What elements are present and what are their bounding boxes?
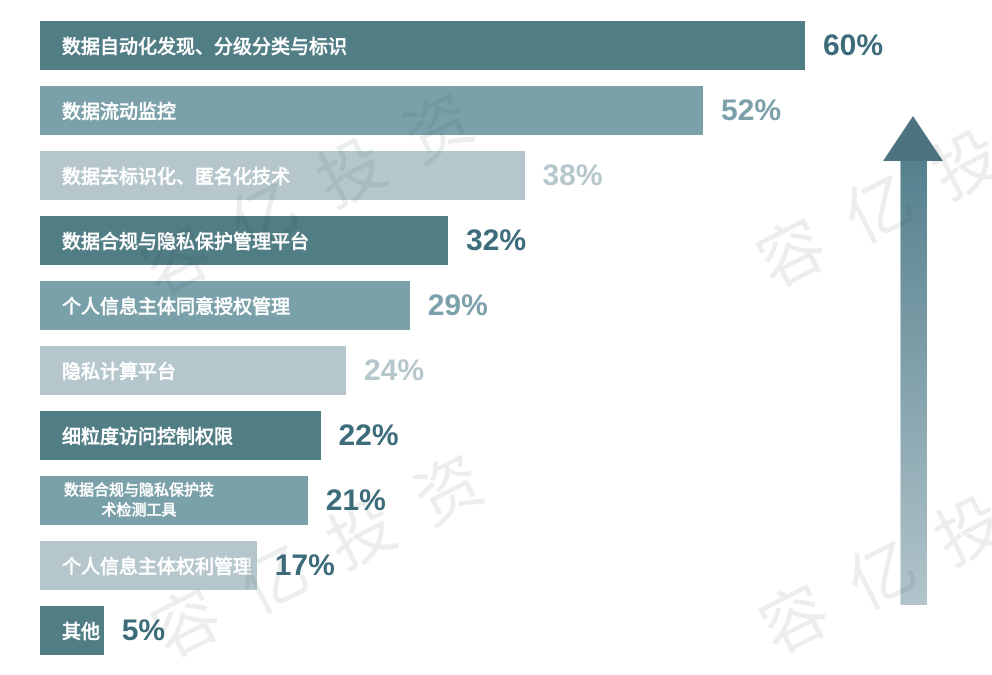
bar-10: 其他 — [40, 606, 104, 655]
bar-row: 数据流动监控 52% — [40, 86, 883, 135]
bar-value: 52% — [721, 93, 782, 127]
bar-row: 个人信息主体同意授权管理 29% — [40, 281, 883, 330]
bar-row: 数据合规与隐私保护技 术检测工具 21% — [40, 476, 883, 525]
bar-value: 38% — [542, 158, 603, 192]
bar-row: 数据合规与隐私保护管理平台 32% — [40, 216, 883, 265]
bar-label: 数据去标识化、匿名化技术 — [62, 167, 291, 188]
bar-row: 隐私计算平台 24% — [40, 346, 883, 395]
bar-1: 数据自动化发现、分级分类与标识 — [40, 21, 805, 70]
bar-6: 隐私计算平台 — [40, 346, 346, 395]
bar-chart: 数据自动化发现、分级分类与标识 60% 数据流动监控 52% 数据去标识化、匿名化技术 3… — [40, 21, 883, 655]
bar-value: 21% — [325, 483, 386, 517]
bar-7: 细粒度访问控制权限 — [40, 411, 321, 460]
bar-value: 5% — [121, 613, 166, 647]
bar-label: 细粒度访问控制权限 — [62, 427, 234, 448]
bar-value: 22% — [338, 418, 399, 452]
bar-9: 个人信息主体权利管理 — [40, 541, 257, 590]
bar-row: 数据去标识化、匿名化技术 38% — [40, 151, 883, 200]
bar-row: 数据自动化发现、分级分类与标识 60% — [40, 21, 883, 70]
arrow-shaft — [900, 159, 927, 605]
bar-label: 个人信息主体权利管理 — [62, 557, 253, 578]
bar-value: 17% — [274, 548, 335, 582]
bar-value: 29% — [427, 288, 488, 322]
arrow-head — [883, 116, 943, 161]
bar-value: 24% — [364, 353, 425, 387]
bar-value: 32% — [466, 223, 527, 257]
bar-label: 隐私计算平台 — [62, 362, 177, 383]
bar-2: 数据流动监控 — [40, 86, 703, 135]
bar-value: 60% — [823, 28, 884, 62]
bar-row: 个人信息主体权利管理 17% — [40, 541, 883, 590]
bar-label: 其他 — [62, 622, 101, 643]
bar-label: 个人信息主体同意授权管理 — [62, 297, 291, 318]
bar-3: 数据去标识化、匿名化技术 — [40, 151, 525, 200]
bar-row: 细粒度访问控制权限 22% — [40, 411, 883, 460]
growth-arrow-icon — [883, 116, 943, 605]
bar-5: 个人信息主体同意授权管理 — [40, 281, 410, 330]
bar-label: 数据自动化发现、分级分类与标识 — [62, 37, 348, 58]
bar-label: 数据流动监控 — [62, 102, 177, 123]
bar-row: 其他 5% — [40, 606, 883, 655]
bar-4: 数据合规与隐私保护管理平台 — [40, 216, 448, 265]
bar-8: 数据合规与隐私保护技 术检测工具 — [40, 476, 308, 525]
bar-label: 数据合规与隐私保护管理平台 — [62, 232, 310, 253]
bar-label: 数据合规与隐私保护技 术检测工具 — [63, 482, 214, 519]
